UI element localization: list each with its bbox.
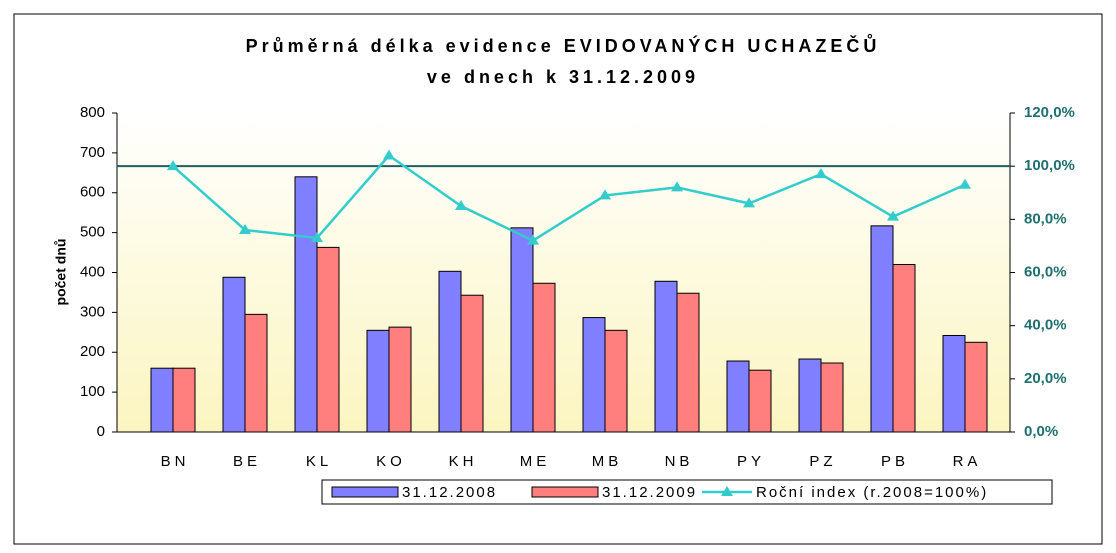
x-tick-label: NB (665, 453, 694, 470)
bar (172, 367, 196, 433)
bar (870, 225, 894, 433)
legend-label: 31.12.2009 (602, 484, 697, 501)
line-marker (239, 223, 251, 234)
x-tick-label: BN (161, 453, 190, 470)
line-marker (887, 210, 899, 221)
legend (321, 479, 1053, 505)
chart-title: Průměrná délka evidence EVIDOVANÝCH UCHA… (246, 34, 881, 56)
line-marker (527, 234, 539, 245)
line-series (172, 153, 966, 243)
line-marker (671, 181, 683, 192)
bar (748, 369, 772, 433)
y2-tick-label: 80,0% (1024, 210, 1067, 227)
y-tick-label: 700 (80, 144, 105, 161)
line-marker (167, 160, 179, 171)
x-tick-label: MB (592, 453, 623, 470)
x-tick-label: PB (881, 453, 909, 470)
legend-label: Roční index (r.2008=100%) (756, 484, 988, 501)
line-marker (599, 189, 611, 200)
y-tick-label: 200 (80, 343, 105, 360)
bar (460, 294, 484, 433)
y-tick-label: 100 (80, 383, 105, 400)
y2-tick-label: 120,0% (1024, 104, 1075, 121)
legend-swatch (331, 486, 399, 498)
bar (892, 264, 916, 433)
line-marker (383, 149, 395, 160)
bar (244, 313, 268, 433)
bar (316, 246, 340, 433)
bar (654, 280, 678, 433)
bar (582, 317, 606, 433)
legend-swatch (531, 486, 599, 498)
y-tick-label: 300 (80, 303, 105, 320)
y2-tick-label: 0,0% (1024, 423, 1058, 440)
y-tick-label: 500 (80, 224, 105, 241)
x-tick-label: BE (233, 453, 261, 470)
y2-tick-label: 60,0% (1024, 263, 1067, 280)
line-marker (743, 197, 755, 208)
bar (438, 270, 462, 433)
bar (294, 176, 318, 433)
x-tick-label: KO (376, 453, 406, 470)
y-tick-label: 400 (80, 263, 105, 280)
bar (820, 362, 844, 433)
bar (510, 227, 534, 433)
x-tick-label: RA (953, 453, 982, 470)
bar (964, 341, 988, 433)
y-tick-label: 0 (97, 423, 105, 440)
y-tick-label: 600 (80, 184, 105, 201)
legend-label: 31.12.2008 (402, 484, 497, 501)
line-marker (959, 178, 971, 189)
y-tick-label: 800 (80, 104, 105, 121)
y-axis-title: počet dnů (53, 239, 69, 306)
line-marker (455, 200, 467, 211)
bar (942, 335, 966, 433)
bar (366, 329, 390, 433)
x-tick-label: PY (737, 453, 765, 470)
y2-tick-label: 20,0% (1024, 370, 1067, 387)
x-tick-label: KL (306, 453, 332, 470)
chart-subtitle: ve dnech k 31.12.2009 (427, 67, 699, 87)
y2-tick-label: 40,0% (1024, 317, 1067, 334)
bar (532, 282, 556, 433)
x-tick-label: PZ (809, 453, 836, 470)
bar (604, 329, 628, 433)
line-marker (815, 168, 827, 179)
bar (726, 360, 750, 433)
bar (676, 292, 700, 433)
legend-marker (721, 486, 733, 496)
x-tick-label: ME (520, 453, 551, 470)
y2-tick-label: 100,0% (1024, 157, 1075, 174)
bar (798, 358, 822, 433)
bar (222, 276, 246, 433)
line-marker (311, 231, 323, 242)
x-tick-label: KH (449, 453, 478, 470)
bar (388, 326, 412, 433)
bar (150, 367, 174, 433)
